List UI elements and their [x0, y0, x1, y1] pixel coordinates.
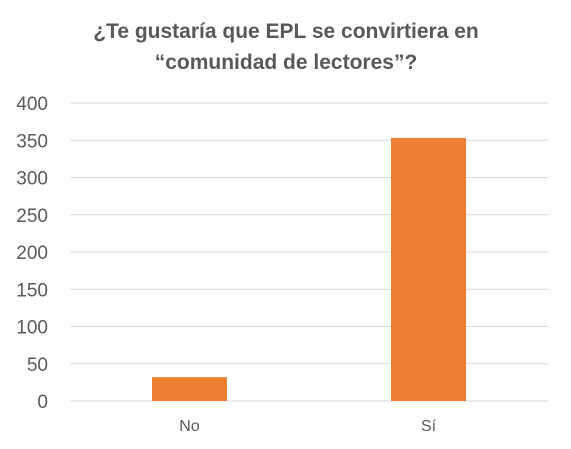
y-tick-label: 400: [16, 94, 48, 115]
bars: [152, 138, 466, 401]
x-tick-label: Sí: [421, 418, 437, 435]
y-tick-label: 200: [16, 243, 48, 264]
y-tick-label: 0: [37, 392, 48, 413]
y-tick-label: 350: [16, 131, 48, 152]
chart-title-line-2: “comunidad de lectores”?: [155, 51, 418, 74]
y-tick-label: 150: [16, 280, 48, 301]
x-tick-label: No: [179, 418, 200, 435]
bar-si: [391, 138, 466, 401]
y-tick-label: 100: [16, 318, 48, 339]
y-axis-tick-labels: 400 350 300 250 200 150 100 50 0: [16, 94, 48, 413]
gridlines: [70, 102, 548, 402]
chart-title-line-1: ¿Te gustaría que EPL se convirtiera en: [93, 20, 479, 43]
x-axis-tick-labels: No Sí: [179, 418, 436, 435]
y-tick-label: 250: [16, 206, 48, 227]
y-tick-label: 300: [16, 169, 48, 190]
bar-no: [152, 377, 227, 401]
y-tick-label: 50: [27, 355, 48, 376]
